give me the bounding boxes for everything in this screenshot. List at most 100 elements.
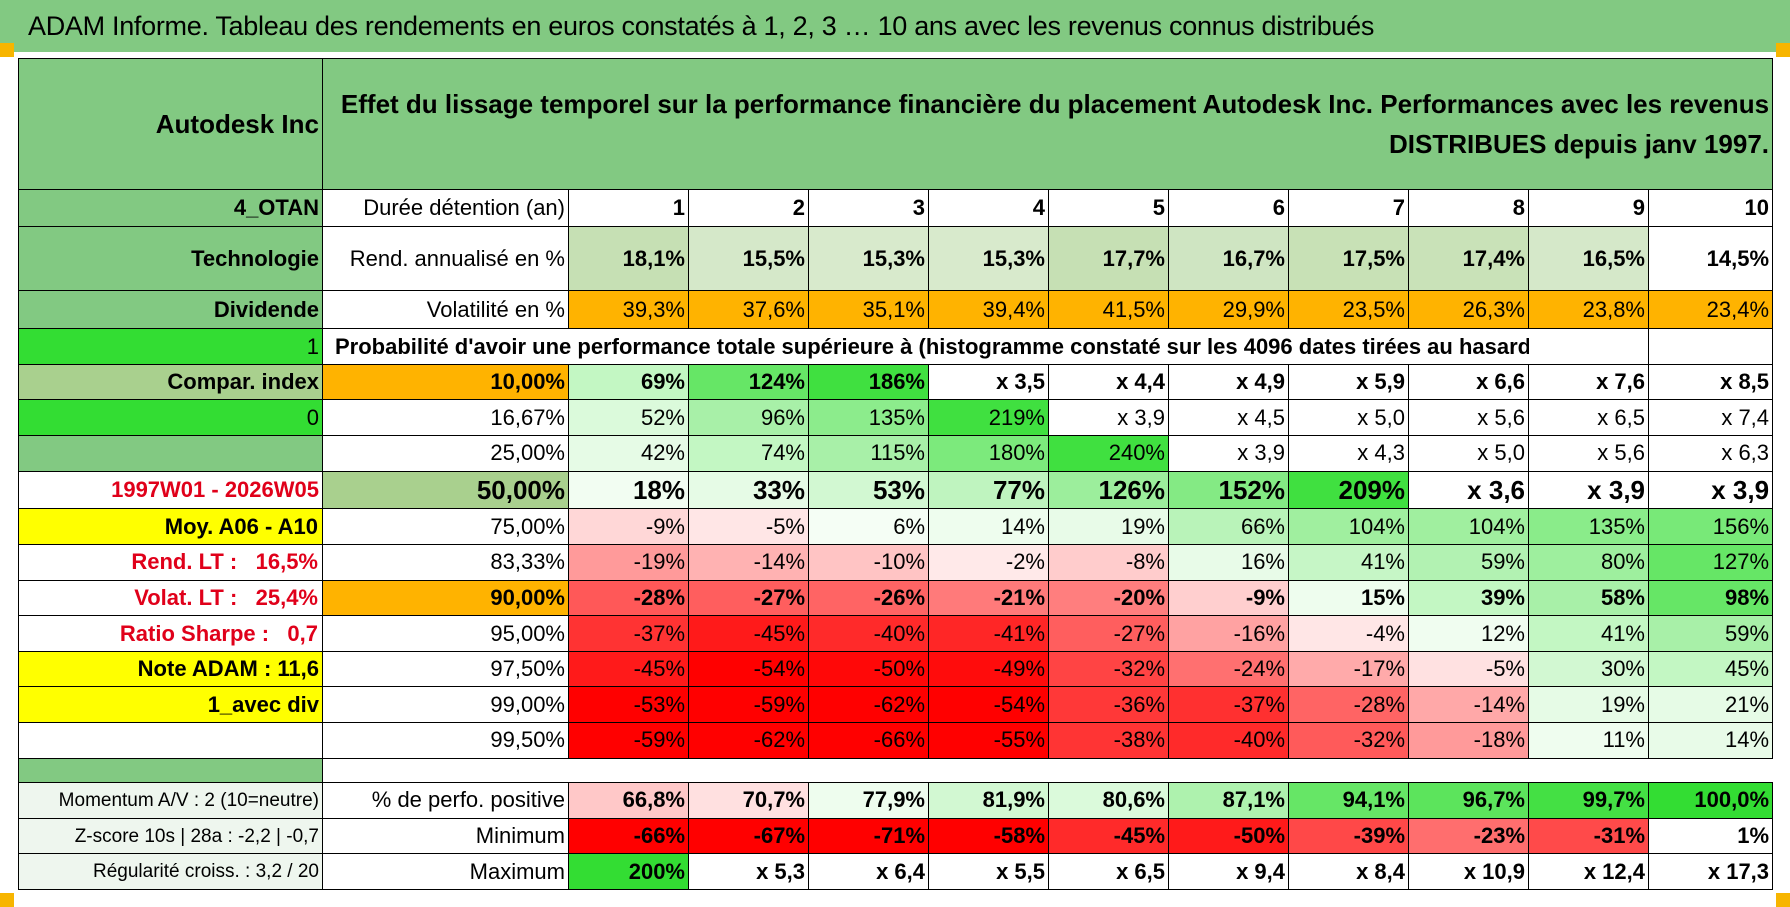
probability-value: 96% — [688, 399, 809, 437]
stat-value: -31% — [1528, 817, 1649, 855]
probability-value: 42% — [568, 435, 689, 472]
probability-value: -49% — [928, 650, 1049, 688]
probability-value: -27% — [1048, 615, 1169, 652]
probability-value: x 3,5 — [928, 363, 1049, 401]
stat-value: 66,8% — [568, 782, 689, 819]
probability-value: -10% — [808, 544, 929, 581]
duration-header: 7 — [1288, 189, 1409, 227]
probability-value: 59% — [1408, 544, 1529, 581]
probability-value: 69% — [568, 363, 689, 401]
probability-value: -21% — [928, 579, 1049, 617]
probability-value: -28% — [1288, 686, 1409, 724]
corner-marker-bottom-right — [1776, 893, 1790, 907]
corner-marker-left — [0, 43, 14, 57]
probability-value: -28% — [568, 579, 689, 617]
probability-value: 19% — [1048, 508, 1169, 546]
volat-lt-label: Volat. LT : — [134, 584, 238, 610]
durations-label: Durée détention (an) — [322, 189, 569, 227]
probability-value: 18% — [568, 470, 689, 510]
probability-value: 30% — [1528, 650, 1649, 688]
page-title: ADAM Informe. Tableau des rendements en … — [0, 0, 1790, 52]
probability-value: x 4,9 — [1168, 363, 1289, 401]
rend-value: 18,1% — [568, 225, 689, 292]
probability-value: -8% — [1048, 544, 1169, 581]
percentile-label: 97,50% — [322, 650, 569, 688]
rend-value: 16,7% — [1168, 225, 1289, 292]
flag-one: 1 — [18, 328, 323, 365]
probability-value: 127% — [1647, 544, 1774, 581]
rend-value: 15,3% — [928, 225, 1049, 292]
duration-header: 6 — [1168, 189, 1289, 227]
stat-value: -45% — [1048, 817, 1169, 855]
stat-value: -66% — [568, 817, 689, 855]
rend-value: 17,4% — [1408, 225, 1529, 292]
probability-value: 80% — [1528, 544, 1649, 581]
duration-header: 8 — [1408, 189, 1529, 227]
probability-value: x 5,9 — [1288, 363, 1409, 401]
stat-value: -23% — [1408, 817, 1529, 855]
probability-value: 219% — [928, 399, 1049, 437]
probability-value: -59% — [688, 686, 809, 724]
probability-value: -4% — [1288, 615, 1409, 652]
probability-value: 66% — [1168, 508, 1289, 546]
stat-value: 70,7% — [688, 782, 809, 819]
probability-value: 52% — [568, 399, 689, 437]
probability-value: -5% — [688, 508, 809, 546]
sharpe-value: 0,7 — [287, 620, 318, 646]
vol-label: Volatilité en % — [322, 290, 569, 330]
vol-value: 39,4% — [928, 290, 1049, 330]
rend-label: Rend. annualisé en % — [322, 225, 569, 292]
stat-value: 1% — [1647, 817, 1774, 855]
probability-value: x 4,5 — [1168, 399, 1289, 437]
probability-value: -26% — [808, 579, 929, 617]
stat-value: 81,9% — [928, 782, 1049, 819]
rend-lt-label: Rend. LT : — [131, 549, 238, 575]
probability-value: x 7,4 — [1647, 399, 1774, 437]
probability-value: 15% — [1288, 579, 1409, 617]
probability-value: 45% — [1647, 650, 1774, 688]
vol-value: 23,8% — [1528, 290, 1649, 330]
percentile-label: 90,00% — [322, 579, 569, 617]
stat-value: x 9,4 — [1168, 853, 1289, 890]
duration-header: 1 — [568, 189, 689, 227]
rend-lt-value: 16,5% — [255, 549, 318, 575]
probability-value: 77% — [928, 470, 1049, 510]
stat-value: -67% — [688, 817, 809, 855]
probability-value: x 5,0 — [1408, 435, 1529, 472]
avec-div-label: 1_avec div — [18, 686, 323, 724]
probability-value: 21% — [1647, 686, 1774, 724]
probability-value: -45% — [568, 650, 689, 688]
probability-value: 11% — [1528, 722, 1649, 759]
stat-value: 94,1% — [1288, 782, 1409, 819]
corner-marker-right — [1776, 43, 1790, 57]
probability-value: -62% — [688, 722, 809, 759]
duration-header: 5 — [1048, 189, 1169, 227]
compar-index-label: Compar. index — [18, 363, 323, 401]
stat-label: Minimum — [322, 817, 569, 855]
probability-value: 104% — [1408, 508, 1529, 546]
sharpe-label: Ratio Sharpe : — [119, 620, 270, 646]
probability-value: -54% — [688, 650, 809, 688]
sector-label: Technologie — [18, 225, 323, 292]
probability-value: -66% — [808, 722, 929, 759]
probability-value: -17% — [1288, 650, 1409, 688]
probability-value: x 3,9 — [1647, 470, 1774, 510]
probability-value: 33% — [688, 470, 809, 510]
empty-left-cell — [18, 722, 323, 759]
probability-value: x 6,6 — [1408, 363, 1529, 401]
probability-value: x 5,6 — [1408, 399, 1529, 437]
duration-header: 4 — [928, 189, 1049, 227]
stat-value: 87,1% — [1168, 782, 1289, 819]
percentile-label: 99,50% — [322, 722, 569, 759]
probability-value: 180% — [928, 435, 1049, 472]
header-description: Effet du lissage temporel sur la perform… — [321, 57, 1774, 191]
sharpe: Ratio Sharpe : 0,7 — [18, 615, 323, 652]
note-adam: Note ADAM : 11,6 — [18, 650, 323, 688]
probability-value: -36% — [1048, 686, 1169, 724]
volat-lt: Volat. LT : 25,4% — [18, 579, 323, 617]
probability-value: -54% — [928, 686, 1049, 724]
caption-spacer — [1528, 328, 1649, 365]
probability-value: x 5,6 — [1528, 435, 1649, 472]
vol-value: 39,3% — [568, 290, 689, 330]
probability-value: -53% — [568, 686, 689, 724]
